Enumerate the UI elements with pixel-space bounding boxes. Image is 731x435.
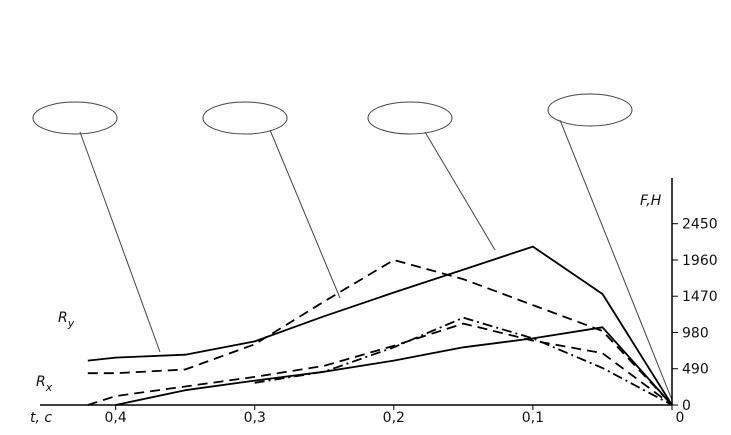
annotation-symbol: R: [36, 374, 46, 390]
data-line: [255, 318, 672, 405]
platform-ellipse: [33, 102, 117, 134]
platform-ellipse: [203, 102, 287, 134]
y-tick-label: 490: [682, 362, 709, 378]
x-tick-label: 0,3: [244, 410, 266, 426]
y-axis-label: F,H: [640, 193, 662, 209]
x-axis-label: t, c: [30, 410, 52, 426]
x-tick-label: 0,2: [383, 410, 405, 426]
pointer-line: [425, 132, 495, 250]
annotation-symbol: R: [58, 310, 68, 326]
platform-ellipse: [368, 102, 452, 134]
pointer-line: [270, 130, 340, 298]
x-tick-label: 0,1: [522, 410, 544, 426]
data-line: [88, 247, 672, 405]
y-tick-label: 1470: [682, 289, 718, 305]
chart: F,H t, c 0,40,30,20,10049098014701960245…: [0, 0, 731, 435]
y-tick-label: 980: [682, 325, 709, 341]
annotation-subscript: y: [67, 317, 75, 330]
series-annotation: Rx: [36, 374, 53, 394]
pointer-line: [80, 132, 160, 352]
x-tick-label: 0,4: [105, 410, 127, 426]
data-line: [116, 327, 672, 405]
annotation-subscript: x: [45, 381, 53, 394]
y-tick-label: 2450: [682, 217, 718, 233]
y-tick-label: 0: [682, 398, 691, 414]
figure-illustrations: [33, 94, 672, 400]
series-annotation: Ry: [58, 310, 75, 330]
y-tick-label: 1960: [682, 253, 718, 269]
